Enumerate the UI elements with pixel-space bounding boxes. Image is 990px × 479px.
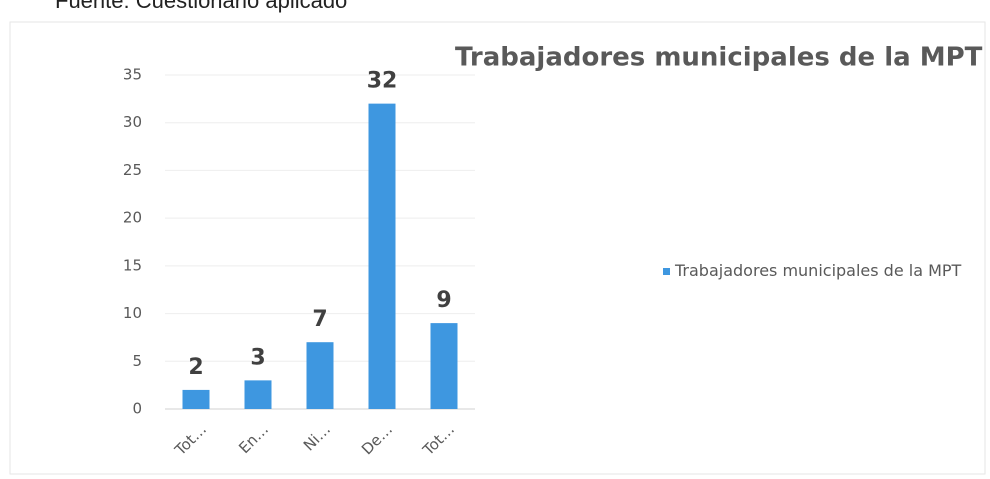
- legend-label: Trabajadores municipales de la MPT: [675, 261, 962, 280]
- bar: [306, 342, 334, 409]
- y-tick-label: 20: [123, 209, 142, 227]
- source-note: Fuente: Cuestionario aplicado: [55, 0, 347, 13]
- chart-frame: [9, 21, 986, 475]
- x-tick-label: En…: [235, 420, 272, 457]
- data-label: 32: [367, 69, 398, 94]
- data-label: 7: [312, 307, 327, 332]
- x-tick-label: Tot…: [419, 420, 458, 459]
- chart-title: Trabajadores municipales de la MPT: [455, 43, 983, 73]
- y-tick-label: 25: [123, 161, 142, 179]
- y-tick-label: 35: [123, 66, 142, 84]
- data-label: 2: [188, 355, 203, 380]
- bar: [244, 380, 272, 409]
- y-tick-label: 15: [123, 256, 142, 274]
- y-tick-label: 10: [123, 304, 142, 322]
- bar: [430, 323, 458, 409]
- legend-swatch: [663, 268, 670, 275]
- data-label: 3: [250, 345, 265, 370]
- x-tick-label: De…: [358, 420, 396, 458]
- y-tick-label: 5: [132, 352, 142, 370]
- legend: Trabajadores municipales de la MPT: [663, 259, 983, 283]
- x-tick-label: Ni…: [300, 420, 334, 454]
- y-tick-label: 30: [123, 113, 142, 131]
- data-label: 9: [436, 288, 451, 313]
- y-tick-label: 0: [132, 400, 142, 418]
- bar: [368, 103, 396, 409]
- bar: [182, 389, 210, 409]
- x-tick-label: Tot…: [171, 420, 210, 459]
